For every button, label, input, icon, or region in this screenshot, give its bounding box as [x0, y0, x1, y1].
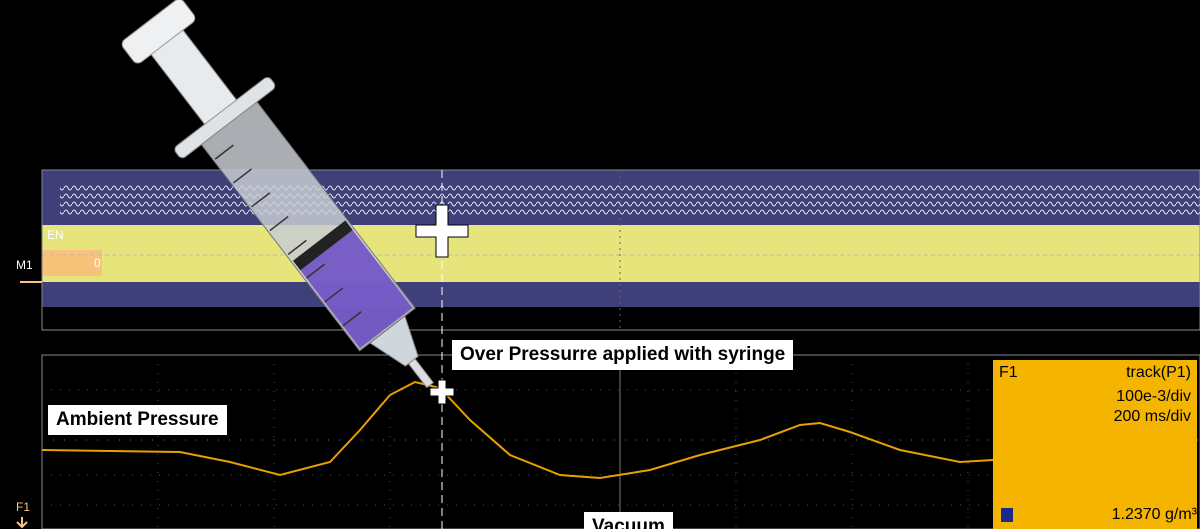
- digital-pattern: [60, 183, 1200, 215]
- enable-band: [42, 225, 1200, 282]
- en-label: EN: [47, 228, 64, 242]
- marker-value: 0: [94, 256, 101, 270]
- info-box: F1 track(P1) 100e-3/div 200 ms/div 1.237…: [993, 360, 1197, 529]
- info-channel: F1: [999, 364, 1018, 382]
- marker-box: [42, 250, 102, 276]
- f1-arrow: [17, 517, 27, 527]
- digital-band-lower: [42, 282, 1200, 307]
- info-reading: 1.2370 g/m³: [1112, 506, 1197, 524]
- info-vertical-scale: 100e-3/div: [1116, 388, 1191, 406]
- annotation: Ambient Pressure: [48, 405, 227, 435]
- info-icon[interactable]: [1001, 508, 1013, 522]
- annotation: Vacuum: [584, 512, 673, 529]
- f1-label: F1: [16, 500, 30, 514]
- info-function: track(P1): [1126, 364, 1191, 382]
- m1-label: M1: [16, 258, 33, 272]
- info-time-scale: 200 ms/div: [1114, 408, 1191, 426]
- scope-screen: EN M1 0 F1 Over Pressurre applied with s…: [0, 0, 1200, 529]
- annotation: Over Pressurre applied with syringe: [452, 340, 793, 370]
